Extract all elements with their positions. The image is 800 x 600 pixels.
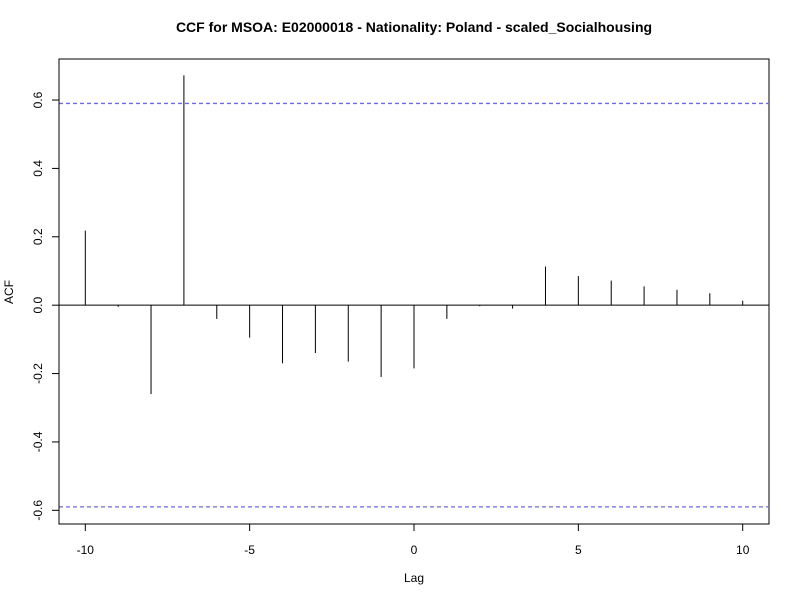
y-tick-label: 0.6 <box>31 91 45 108</box>
x-tick-label: 5 <box>575 543 582 557</box>
y-axis-label: ACF <box>2 280 16 304</box>
x-axis: -10 -5 0 5 10 <box>77 523 750 557</box>
y-tick-label: 0.4 <box>31 160 45 177</box>
chart-title: CCF for MSOA: E02000018 - Nationality: P… <box>176 19 652 35</box>
ccf-bars <box>84 75 744 395</box>
y-tick-label: -0.2 <box>31 363 45 384</box>
y-axis: -0.6 -0.4 -0.2 0.0 0.2 0.4 0.6 <box>31 91 60 521</box>
x-tick-label: -5 <box>244 543 255 557</box>
y-tick-label: 0.2 <box>31 228 45 245</box>
x-axis-label: Lag <box>404 571 424 585</box>
y-tick-label: 0.0 <box>31 297 45 314</box>
y-tick-label: -0.6 <box>31 500 45 521</box>
y-tick-label: -0.4 <box>31 431 45 452</box>
x-tick-label: 0 <box>411 543 418 557</box>
plot-frame <box>58 58 770 525</box>
x-tick-label: 10 <box>736 543 750 557</box>
x-tick-label: -10 <box>77 543 95 557</box>
